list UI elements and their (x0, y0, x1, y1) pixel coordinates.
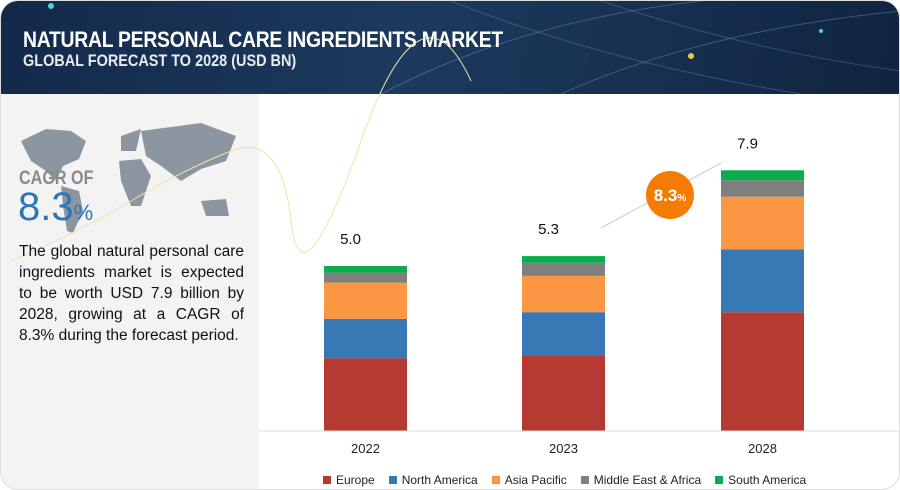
x-tick-label: 2022 (351, 441, 380, 456)
world-map-icon (21, 123, 236, 233)
cagr-bubble-label: 8.3% (654, 186, 687, 205)
bar-2028-europe (721, 312, 804, 431)
legend-swatch (491, 476, 500, 484)
cagr-label: CAGR OF (19, 168, 94, 189)
bar-2022-south-america (324, 266, 407, 273)
chart-title: NATURAL PERSONAL CARE INGREDIENTS MARKET (23, 27, 503, 52)
bar-2022-europe (324, 358, 407, 431)
bar-2028-middle-east-africa (721, 180, 804, 197)
cagr-bubble (646, 171, 694, 219)
bar-2022-middle-east-africa (324, 272, 407, 283)
total-label: 5.0 (340, 231, 361, 248)
bar-2028-south-america (721, 170, 804, 181)
chart-subtitle: GLOBAL FORECAST TO 2028 (USD BN) (23, 51, 297, 70)
total-label: 5.3 (538, 221, 559, 238)
legend-item: Asia Pacific (491, 473, 567, 487)
legend-swatch (715, 476, 724, 484)
legend-item: Middle East & Africa (580, 473, 702, 487)
legend-label: Middle East & Africa (593, 473, 702, 487)
bar-2023-south-america (522, 256, 605, 263)
x-tick-label: 2028 (748, 441, 777, 456)
legend-swatch (388, 476, 397, 484)
bar-2028-asia-pacific (721, 196, 804, 250)
bar-2028-north-america (721, 249, 804, 313)
decorative-curve (10, 37, 472, 262)
cagr-unit: % (73, 200, 94, 225)
legend-label: North America (401, 473, 478, 487)
x-tick-label: 2023 (549, 441, 578, 456)
legend: Europe North America Asia Pacific Middle Ea… (323, 473, 806, 487)
header-banner: NATURAL PERSONAL CARE INGREDIENTS MARKET… (1, 1, 899, 94)
bar-2023-north-america (522, 312, 605, 356)
legend-item: North America (388, 473, 478, 487)
bar-2023-europe (522, 355, 605, 431)
legend-item: Europe (323, 473, 375, 487)
legend-label: South America (728, 473, 807, 487)
bar-2022-asia-pacific (324, 282, 407, 319)
bar-2023-asia-pacific (522, 275, 605, 313)
legend-swatch (323, 476, 331, 484)
market-description: The global natural personal care ingredi… (19, 243, 244, 344)
legend-label: Asia Pacific (504, 473, 567, 487)
legend-swatch (580, 476, 589, 484)
bar-2022-north-america (324, 318, 407, 359)
legend-label: Europe (336, 473, 375, 487)
cagr-value: 8.3% (18, 185, 93, 230)
total-label: 7.9 (737, 135, 758, 152)
header-decoration (48, 1, 899, 94)
bar-2023-middle-east-africa (522, 262, 605, 276)
legend-item: South America (715, 473, 806, 487)
cagr-number: 8.3 (18, 185, 74, 229)
